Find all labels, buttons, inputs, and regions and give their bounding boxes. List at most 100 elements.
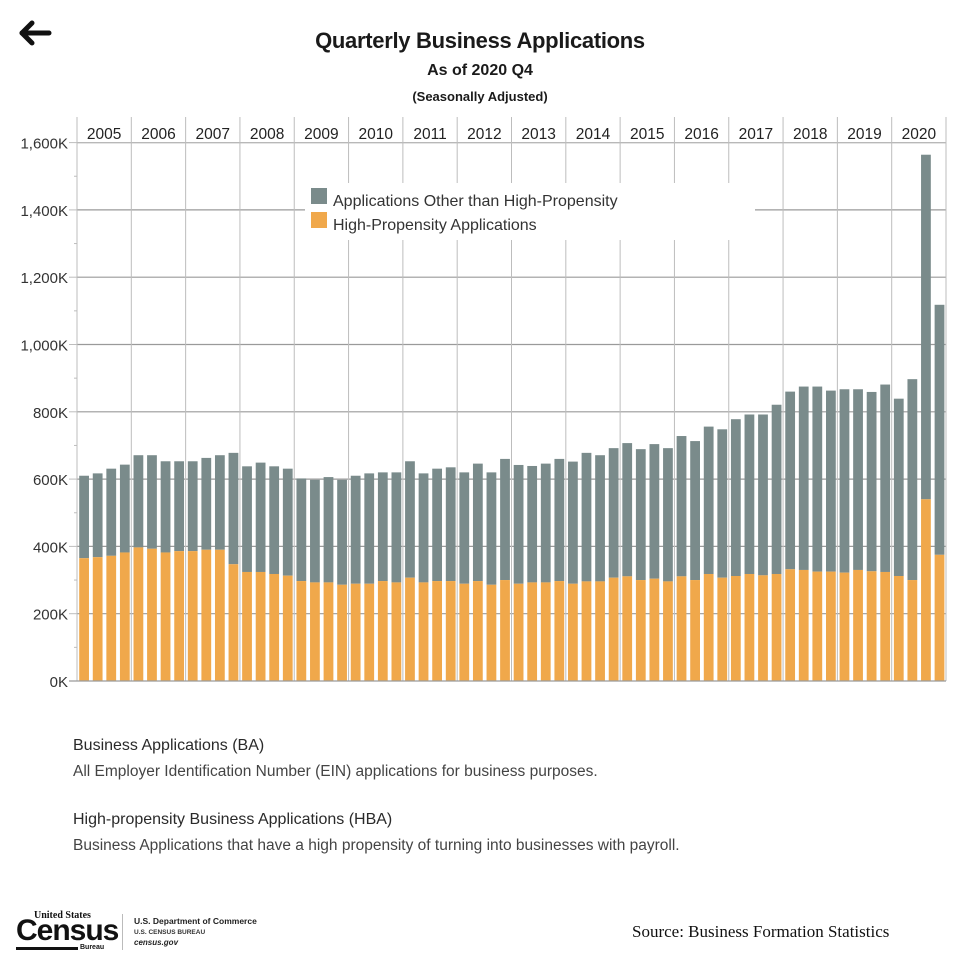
- logo-census: Census: [16, 914, 119, 947]
- dept-of-commerce: U.S. Department of Commerce: [134, 916, 257, 926]
- bar-other-2008-q4: [282, 468, 293, 576]
- chart-note: (Seasonally Adjusted): [412, 89, 548, 104]
- bar-hba-2012-q3: [486, 584, 497, 681]
- bar-hba-2009-q3: [323, 582, 334, 681]
- axis-layer: 0K 200K 400K 600K 800K 1,000K 1,200K 1,400K 1,60…: [20, 126, 946, 691]
- bar-other-2005-q1: [79, 475, 89, 559]
- census-gov-link[interactable]: census.gov: [134, 938, 179, 947]
- bar-other-2015-q2: [635, 449, 646, 581]
- bar-hba-2017-q3: [758, 575, 768, 681]
- bar-hba-2012-q4: [500, 580, 510, 681]
- bar-hba-2016-q2: [690, 580, 700, 681]
- bar-hba-2014-q4: [608, 577, 619, 681]
- bar-other-2008-q1: [242, 466, 252, 572]
- bar-other-2006-q1: [133, 455, 144, 548]
- logo-united-states: United States: [34, 910, 91, 921]
- bar-hba-2008-q3: [269, 573, 280, 681]
- bar-other-2018-q3: [812, 386, 823, 572]
- bar-hba-2011-q4: [445, 581, 456, 681]
- bar-hba-2015-q4: [663, 581, 673, 681]
- bar-other-2011-q3: [432, 468, 443, 582]
- bar-hba-2018-q3: [812, 571, 823, 681]
- bar-hba-2020-q1: [893, 576, 904, 681]
- note-hba-body: Business Applications that have a high p…: [73, 837, 680, 854]
- bar-hba-2013-q3: [540, 582, 551, 681]
- bar-other-2019-q4: [880, 384, 891, 572]
- chart-subtitle: As of 2020 Q4: [427, 62, 533, 79]
- bar-other-2018-q1: [785, 391, 796, 570]
- y-tick-label: 0K: [50, 674, 68, 691]
- bar-hba-2011-q2: [418, 582, 429, 681]
- legend-label-hba: High-Propensity Applications: [333, 217, 537, 234]
- bar-other-2014-q1: [568, 461, 578, 584]
- bar-hba-2014-q1: [568, 583, 578, 681]
- bar-hba-2016-q3: [703, 573, 714, 681]
- y-tick-label: 1,000K: [20, 338, 68, 355]
- bar-other-2007-q3: [214, 455, 225, 550]
- stacked-bar-chart: 0K 200K 400K 600K 800K 1,000K 1,200K 1,400K 1,60…: [20, 117, 947, 691]
- bar-hba-2005-q4: [119, 552, 130, 681]
- y-tick-label: 400K: [33, 539, 68, 556]
- bar-hba-2016-q4: [717, 577, 728, 681]
- bar-other-2019-q3: [866, 391, 877, 572]
- bar-hba-2013-q2: [527, 582, 538, 681]
- bar-hba-2015-q3: [649, 578, 660, 681]
- bar-other-2016-q2: [690, 441, 700, 581]
- bar-other-2010-q2: [364, 473, 375, 584]
- x-tick-label-year: 2008: [250, 126, 284, 143]
- bar-hba-2007-q1: [187, 551, 198, 681]
- bar-hba-2008-q1: [242, 571, 252, 681]
- note-ba: Business Applications (BA) All Employer …: [73, 737, 598, 781]
- bar-hba-2010-q2: [364, 583, 375, 681]
- bar-hba-2019-q4: [880, 571, 891, 681]
- bar-other-2016-q3: [703, 426, 714, 574]
- x-tick-label-year: 2013: [521, 126, 555, 143]
- bar-other-2008-q3: [269, 466, 280, 574]
- bar-hba-2017-q1: [730, 576, 741, 681]
- bar-hba-2016-q1: [676, 576, 687, 681]
- bar-other-2018-q2: [798, 386, 809, 570]
- bar-other-2005-q2: [92, 473, 103, 558]
- bar-other-2007-q2: [201, 457, 212, 550]
- bar-other-2013-q1: [513, 464, 524, 584]
- bar-other-2007-q4: [228, 452, 239, 565]
- bar-hba-2019-q3: [866, 571, 877, 681]
- bar-other-2017-q3: [758, 414, 768, 576]
- bar-hba-2020-q3: [921, 499, 931, 681]
- bar-other-2014-q2: [581, 452, 592, 582]
- bar-hba-2010-q1: [350, 583, 361, 681]
- bar-hba-2020-q2: [907, 580, 918, 681]
- bar-hba-2011-q3: [432, 581, 443, 681]
- y-tick-label: 800K: [33, 405, 68, 422]
- bar-layer: [79, 154, 945, 681]
- bar-hba-2007-q4: [228, 564, 239, 681]
- x-tick-label-year: 2012: [467, 126, 501, 143]
- bar-other-2016-q1: [676, 436, 687, 577]
- bar-other-2005-q4: [119, 464, 130, 553]
- bar-other-2011-q2: [418, 473, 429, 583]
- bar-other-2017-q2: [744, 414, 755, 574]
- bar-other-2008-q2: [255, 462, 266, 572]
- bar-other-2011-q4: [445, 467, 456, 582]
- bar-hba-2019-q1: [839, 572, 850, 681]
- x-tick-label-year: 2006: [141, 126, 175, 143]
- bar-other-2020-q1: [893, 398, 904, 577]
- x-tick-label-year: 2007: [196, 126, 230, 143]
- note-ba-heading: Business Applications (BA): [73, 737, 265, 754]
- bar-hba-2008-q2: [255, 571, 266, 681]
- bar-other-2014-q4: [608, 448, 619, 578]
- bar-other-2009-q4: [337, 479, 347, 585]
- back-button[interactable]: [18, 18, 54, 48]
- legend-swatch-other: [311, 188, 327, 204]
- bar-other-2006-q2: [147, 455, 157, 549]
- bar-hba-2018-q4: [825, 571, 836, 681]
- bar-hba-2020-q4: [934, 554, 945, 681]
- note-hba-heading: High-propensity Business Applications (H…: [73, 811, 393, 828]
- source-note: Source: Business Formation Statistics: [632, 922, 890, 941]
- bar-other-2020-q4: [934, 304, 945, 555]
- chart-title: Quarterly Business Applications: [315, 28, 645, 53]
- bar-other-2010-q4: [391, 472, 402, 583]
- bar-hba-2012-q1: [459, 583, 470, 681]
- bar-hba-2009-q2: [310, 582, 320, 681]
- x-tick-label-year: 2009: [304, 126, 338, 143]
